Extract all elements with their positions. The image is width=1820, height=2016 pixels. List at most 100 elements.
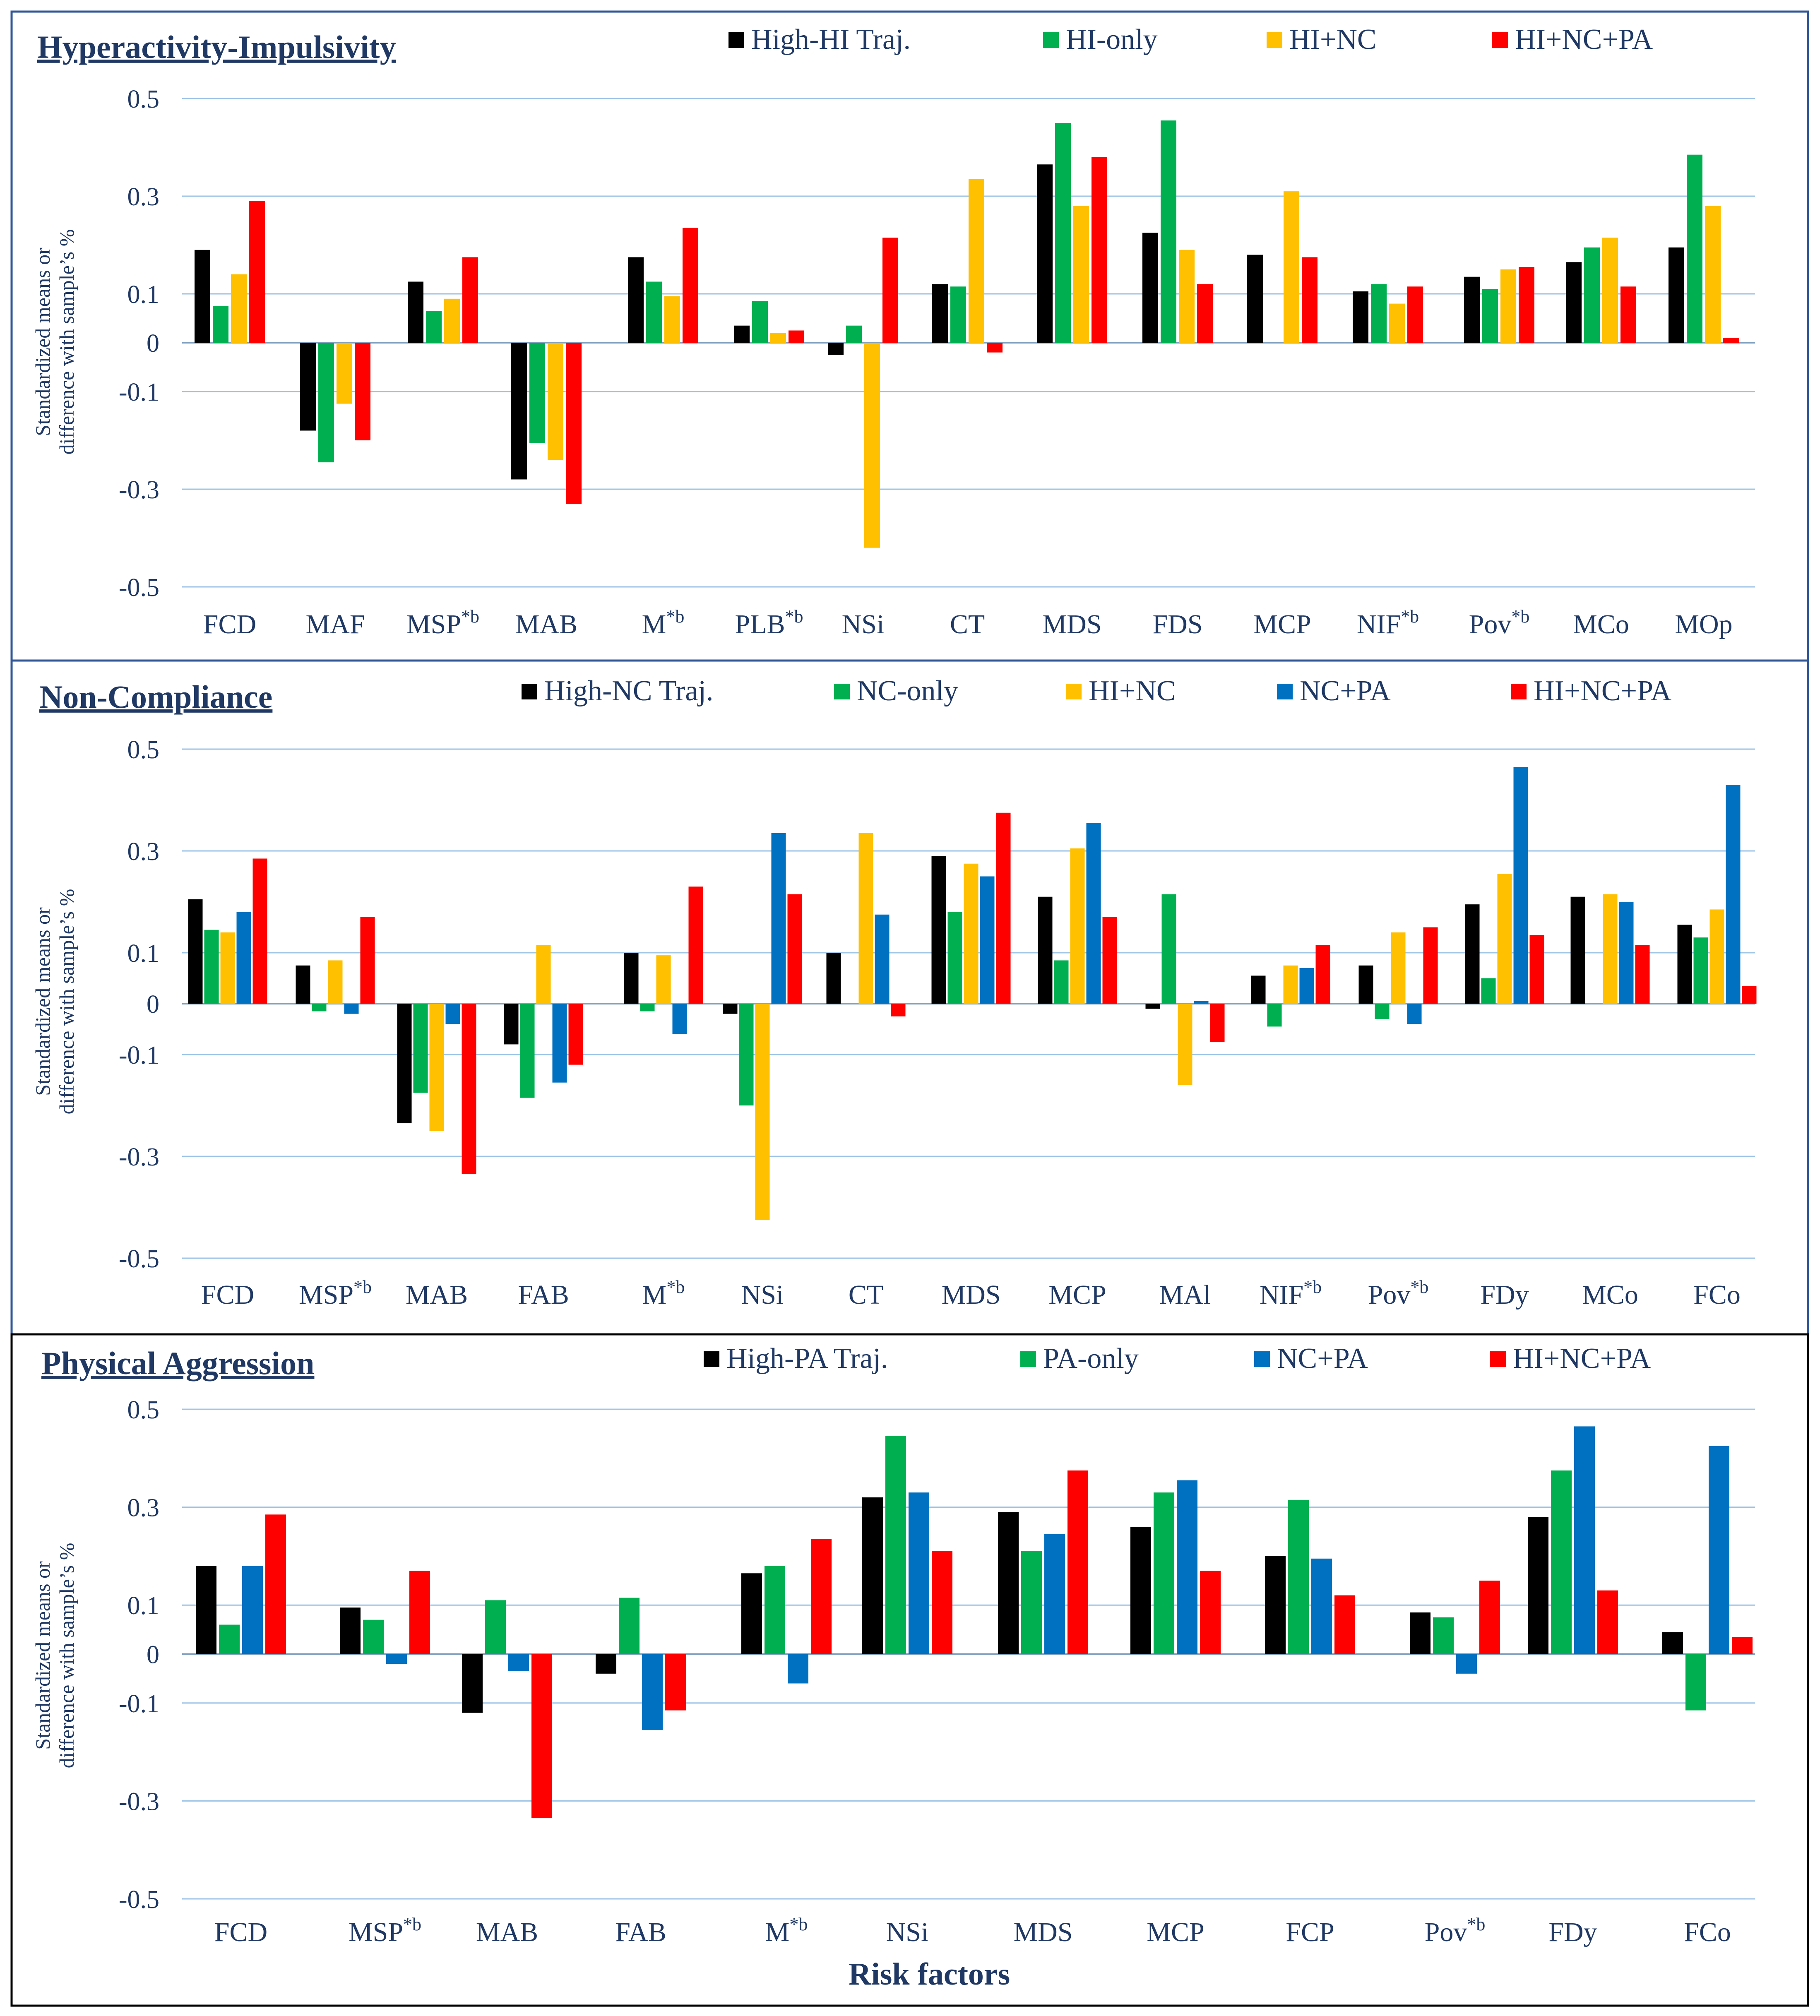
bar-hi-nc-pov — [1391, 932, 1406, 1004]
bar-hi-nc-pov — [1500, 269, 1516, 343]
bar-nc-pa-pov — [1407, 1004, 1422, 1024]
bar-hi-nc-pa-fcd — [265, 1514, 286, 1654]
bar-hi-nc-pa-msp — [462, 257, 478, 343]
bar-nc-pa-nsi — [771, 833, 786, 1004]
bar-hi-nc-plb — [770, 333, 786, 343]
bar-nc-only-nif — [1267, 1004, 1282, 1027]
bar-hi-nc-mds — [1073, 206, 1089, 343]
bar-high-hi-traj-pov — [1464, 276, 1480, 343]
bar-nc-only-fab — [520, 1004, 535, 1098]
x-tick-label: Pov*b — [1368, 1277, 1429, 1310]
bar-nc-pa-fco — [1709, 1446, 1729, 1654]
legend-swatch — [1267, 32, 1282, 48]
bar-high-nc-traj-pov — [1358, 965, 1373, 1004]
bar-nc-pa-ct — [875, 914, 890, 1004]
bar-hi-nc-mco — [1603, 894, 1618, 1004]
y-tick-label: 0.5 — [127, 736, 160, 764]
legend-swatch — [834, 684, 850, 699]
bar-hi-nc-pa-fdy — [1597, 1590, 1618, 1654]
y-tick-label: -0.5 — [119, 1886, 159, 1914]
bar-high-hi-traj-m — [628, 257, 644, 343]
bar-nc-pa-mds — [1044, 1534, 1065, 1654]
bar-high-hi-traj-mcp — [1247, 255, 1263, 343]
bar-hi-nc-fcd — [231, 274, 247, 343]
bar-hi-only-ct — [950, 286, 966, 343]
bar-nc-pa-fcd — [236, 912, 251, 1004]
x-tick-label: Pov*b — [1469, 606, 1530, 639]
bar-high-pa-traj-pov — [1410, 1612, 1431, 1654]
bar-nc-pa-fcp — [1311, 1558, 1332, 1654]
legend-swatch — [1043, 32, 1059, 48]
bar-nc-only-mal — [1161, 894, 1176, 1004]
bar-hi-nc-pa-fcd — [249, 201, 265, 343]
bar-hi-nc-nif — [1283, 965, 1298, 1004]
x-tick-label: FCP — [1286, 1917, 1334, 1947]
bar-hi-nc-pa-fco — [1732, 1637, 1753, 1654]
x-tick-label: MAl — [1159, 1280, 1211, 1310]
bar-hi-nc-pa-m — [811, 1539, 832, 1654]
bar-nc-pa-msp — [344, 1004, 359, 1014]
y-tick-label: -0.3 — [119, 1788, 159, 1816]
y-tick-label: 0 — [147, 1641, 159, 1669]
bar-nc-pa-fab — [642, 1654, 663, 1730]
bar-hi-only-nif — [1371, 284, 1387, 343]
bar-hi-nc-pa-m — [688, 887, 703, 1004]
x-tick-label: FCD — [214, 1917, 267, 1947]
legend-swatch — [1254, 1351, 1270, 1367]
x-tick-label: FDS — [1152, 609, 1202, 639]
bar-hi-nc-pa-mab — [462, 1004, 476, 1175]
bar-hi-nc-pa-fab — [568, 1004, 583, 1065]
bar-high-pa-traj-mcp — [1130, 1526, 1151, 1654]
y-tick-label: -0.3 — [119, 476, 159, 504]
bar-high-nc-traj-mds — [931, 856, 946, 1004]
x-tick-label: MAF — [305, 609, 365, 639]
bar-high-nc-traj-m — [624, 953, 639, 1004]
bar-pa-only-pov — [1433, 1617, 1454, 1654]
bar-hi-nc-ct — [969, 179, 984, 343]
bar-hi-only-fcd — [213, 306, 228, 343]
bar-nc-pa-fcd — [242, 1566, 263, 1654]
bar-hi-only-maf — [318, 343, 334, 463]
bar-nc-pa-mal — [1194, 1001, 1209, 1004]
bar-high-hi-traj-fds — [1142, 233, 1158, 343]
x-tick-label: FAB — [518, 1280, 569, 1310]
x-tick-label: FCD — [201, 1280, 254, 1310]
bar-hi-only-pov — [1482, 289, 1498, 343]
bar-hi-nc-pa-mds — [1092, 157, 1107, 343]
x-tick-label: MOp — [1675, 609, 1732, 639]
legend-item-hi-nc: HI+NC — [1267, 24, 1377, 55]
y-tick-label: 0.5 — [127, 85, 160, 113]
bar-hi-nc-nsi — [864, 343, 880, 548]
bar-high-nc-traj-mal — [1145, 1004, 1160, 1009]
bar-hi-nc-pa-fcp — [1334, 1595, 1355, 1654]
bar-hi-nc-pa-pov — [1519, 267, 1534, 343]
legend-item-high-hi-traj: High-HI Traj. — [728, 24, 911, 55]
bar-hi-only-mop — [1687, 154, 1702, 343]
panels: Hyperactivity-Impulsivity 0.5 0.3 0.1 0 -0.1 -… — [10, 10, 1809, 2007]
bar-nc-only-fcd — [204, 930, 219, 1004]
x-tick-label: MCP — [1048, 1280, 1106, 1310]
bar-hi-nc-pa-fdy — [1529, 935, 1544, 1004]
bar-hi-nc-nsi — [755, 1004, 770, 1220]
x-tick-label: FDy — [1548, 1917, 1597, 1947]
bar-hi-nc-pa-pov — [1423, 927, 1438, 1004]
legend-label: High-NC Traj. — [544, 675, 713, 707]
bar-hi-nc-pa-mds — [996, 812, 1011, 1004]
legend-swatch — [728, 32, 744, 48]
y-tick-label: 0.1 — [127, 940, 160, 968]
x-tick-label: MAB — [515, 609, 577, 639]
x-tick-label: MAB — [476, 1917, 538, 1947]
legend-label: High-HI Traj. — [751, 24, 911, 55]
y-tick-label: -0.1 — [119, 378, 159, 406]
bar-nc-only-m — [640, 1004, 655, 1012]
x-tick-label: MSP*b — [299, 1277, 372, 1310]
legend-item-nc-pa: NC+PA — [1277, 675, 1391, 707]
bar-hi-nc-pa-fcd — [252, 858, 267, 1004]
x-tick-label: MDS — [1042, 609, 1101, 639]
x-tick-label: M*b — [642, 1277, 685, 1310]
bar-hi-nc-m — [664, 296, 680, 343]
bar-nc-pa-mab — [508, 1654, 529, 1671]
panel-hyperactivity-impulsivity: Hyperactivity-Impulsivity 0.5 0.3 0.1 0 -0.1 -… — [10, 10, 1809, 662]
bar-pa-only-mds — [1021, 1551, 1042, 1654]
